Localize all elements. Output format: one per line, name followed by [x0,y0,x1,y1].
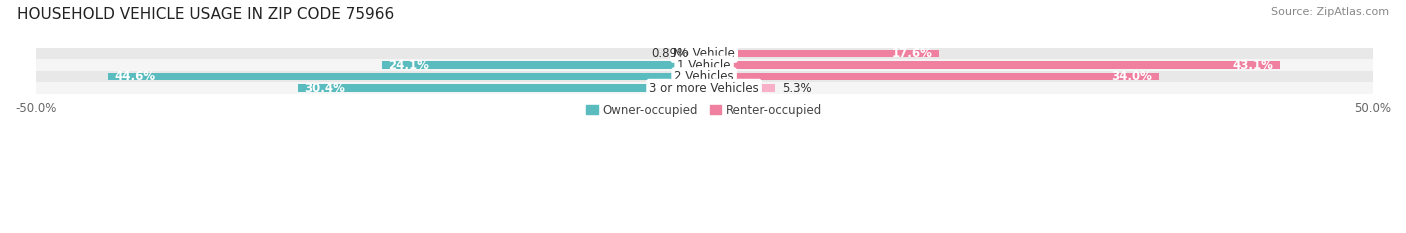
Text: No Vehicle: No Vehicle [673,47,735,60]
Bar [108,73,704,80]
Text: Source: ZipAtlas.com: Source: ZipAtlas.com [1271,7,1389,17]
Text: 2 Vehicles: 2 Vehicles [675,70,734,83]
Text: 34.0%: 34.0% [1111,70,1152,83]
Text: 30.4%: 30.4% [304,82,346,95]
Text: 24.1%: 24.1% [388,58,429,72]
Text: HOUSEHOLD VEHICLE USAGE IN ZIP CODE 75966: HOUSEHOLD VEHICLE USAGE IN ZIP CODE 7596… [17,7,394,22]
Bar [298,84,704,92]
Bar [704,61,1281,69]
Text: 44.6%: 44.6% [114,70,156,83]
Text: 3 or more Vehicles: 3 or more Vehicles [650,82,759,95]
Bar [704,84,775,92]
Legend: Owner-occupied, Renter-occupied: Owner-occupied, Renter-occupied [586,104,823,117]
Bar [35,82,1372,94]
Text: 5.3%: 5.3% [782,82,811,95]
Bar [382,61,704,69]
Bar [692,50,704,57]
Bar [35,59,1372,71]
Text: 0.89%: 0.89% [651,47,688,60]
Text: 1 Vehicle: 1 Vehicle [678,58,731,72]
Bar [35,71,1372,82]
Bar [704,73,1159,80]
Bar [704,50,939,57]
Text: 43.1%: 43.1% [1233,58,1274,72]
Text: 17.6%: 17.6% [891,47,932,60]
Bar [35,48,1372,59]
